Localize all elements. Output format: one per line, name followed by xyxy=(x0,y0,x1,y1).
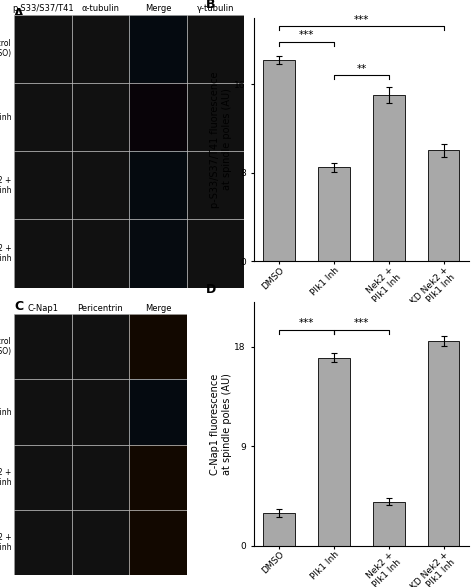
Y-axis label: Nek2 +
Plk1 inh: Nek2 + Plk1 inh xyxy=(0,176,11,195)
Y-axis label: p-S33/S37/T41 fluorescence
at spindle poles (AU): p-S33/S37/T41 fluorescence at spindle po… xyxy=(210,71,232,208)
Text: C: C xyxy=(14,300,23,313)
Text: Merge: Merge xyxy=(145,4,171,14)
Text: p-S33/S37/T41: p-S33/S37/T41 xyxy=(12,4,74,14)
Bar xyxy=(373,95,405,261)
Y-axis label: Plk1 inh: Plk1 inh xyxy=(0,407,11,417)
Text: γ-tubulin: γ-tubulin xyxy=(197,4,234,14)
Text: Pericentrin: Pericentrin xyxy=(78,303,123,312)
Bar xyxy=(428,150,459,261)
Text: C-Nap1: C-Nap1 xyxy=(27,303,58,312)
Text: ***: *** xyxy=(354,318,369,328)
Y-axis label: control
(DMSO): control (DMSO) xyxy=(0,337,11,356)
Bar xyxy=(318,167,350,261)
Y-axis label: C-Nap1 fluorescence
at spindle poles (AU): C-Nap1 fluorescence at spindle poles (AU… xyxy=(210,373,232,475)
Text: α-tubulin: α-tubulin xyxy=(82,4,119,14)
Text: ***: *** xyxy=(299,31,314,41)
Bar xyxy=(264,512,295,546)
Y-axis label: Nek2 +
Plk1 inh: Nek2 + Plk1 inh xyxy=(0,468,11,487)
Text: Merge: Merge xyxy=(145,303,171,312)
Text: ***: *** xyxy=(299,318,314,328)
Y-axis label: KD Nek2 +
Plk1 inh: KD Nek2 + Plk1 inh xyxy=(0,533,11,552)
Y-axis label: control
(DMSO): control (DMSO) xyxy=(0,39,11,59)
Text: D: D xyxy=(206,283,217,296)
Bar xyxy=(318,357,350,546)
Y-axis label: KD Nek2 +
Plk1 inh: KD Nek2 + Plk1 inh xyxy=(0,244,11,263)
Y-axis label: Plk1 inh: Plk1 inh xyxy=(0,113,11,122)
Bar xyxy=(373,502,405,546)
Bar xyxy=(428,341,459,546)
Text: **: ** xyxy=(356,63,366,73)
Text: B: B xyxy=(206,0,216,11)
Text: ***: *** xyxy=(354,15,369,25)
Text: A: A xyxy=(14,6,24,20)
Bar xyxy=(264,60,295,261)
